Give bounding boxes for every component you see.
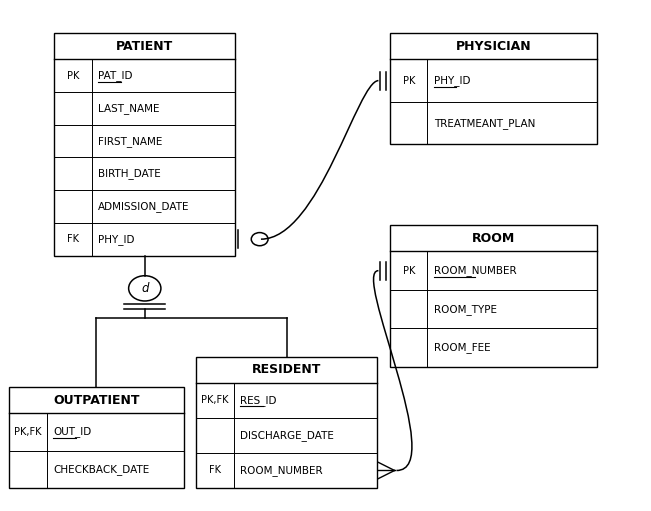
Text: FIRST_NAME: FIRST_NAME xyxy=(98,135,163,147)
Text: ROOM: ROOM xyxy=(472,232,515,245)
Bar xyxy=(390,225,596,367)
Text: PK,FK: PK,FK xyxy=(14,427,42,437)
Text: BIRTH_DATE: BIRTH_DATE xyxy=(98,168,161,179)
Bar xyxy=(390,33,596,144)
Text: d: d xyxy=(141,282,148,295)
Text: PK,FK: PK,FK xyxy=(201,396,229,405)
Text: RES_ID: RES_ID xyxy=(240,395,277,406)
Text: OUTPATIENT: OUTPATIENT xyxy=(53,393,139,407)
Text: PHY_ID: PHY_ID xyxy=(434,75,471,86)
Text: FK: FK xyxy=(209,466,221,475)
Text: PK: PK xyxy=(67,71,79,81)
Text: PHYSICIAN: PHYSICIAN xyxy=(456,40,531,53)
Text: PK: PK xyxy=(402,76,415,86)
Text: PATIENT: PATIENT xyxy=(116,40,173,53)
Bar xyxy=(9,387,184,488)
Text: DISCHARGE_DATE: DISCHARGE_DATE xyxy=(240,430,334,441)
Text: PK: PK xyxy=(402,266,415,275)
Text: PHY_ID: PHY_ID xyxy=(98,234,135,245)
Text: ROOM_TYPE: ROOM_TYPE xyxy=(434,304,497,315)
Text: FK: FK xyxy=(67,234,79,244)
Text: TREATMEANT_PLAN: TREATMEANT_PLAN xyxy=(434,118,535,129)
Text: OUT_ID: OUT_ID xyxy=(53,427,91,437)
Bar xyxy=(55,33,235,256)
Text: ROOM_NUMBER: ROOM_NUMBER xyxy=(240,465,323,476)
Text: CHECKBACK_DATE: CHECKBACK_DATE xyxy=(53,464,149,475)
Text: PAT_ID: PAT_ID xyxy=(98,71,133,81)
Text: ADMISSION_DATE: ADMISSION_DATE xyxy=(98,201,190,212)
Text: ROOM_NUMBER: ROOM_NUMBER xyxy=(434,265,516,276)
Text: LAST_NAME: LAST_NAME xyxy=(98,103,159,114)
Text: RESIDENT: RESIDENT xyxy=(252,363,322,376)
Bar xyxy=(197,357,377,488)
Text: ROOM_FEE: ROOM_FEE xyxy=(434,342,491,353)
